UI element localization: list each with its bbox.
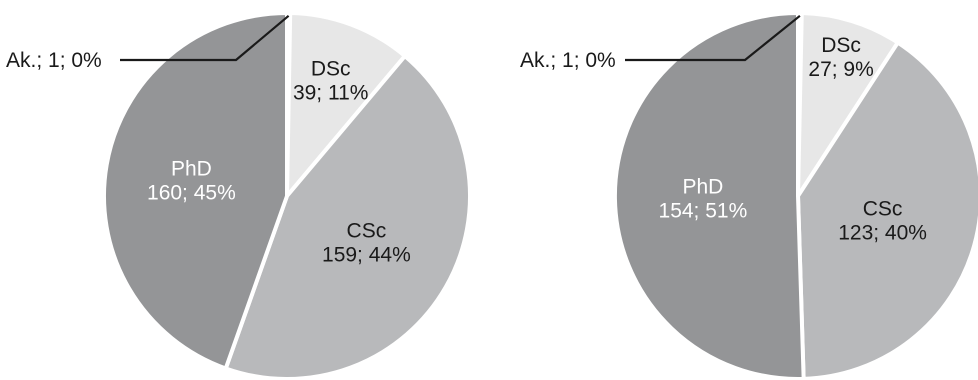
- slice-label-ak: Ak.; 1; 0%: [6, 49, 102, 72]
- pie-slice-csc: [796, 40, 978, 380]
- slice-label-dsc: DSc 39; 11%: [293, 58, 369, 105]
- pie-slice-dsc: [285, 11, 407, 198]
- pie-slice-phd: [102, 11, 289, 371]
- slice-label-csc: CSc 159; 44%: [322, 220, 411, 267]
- pie-slice-phd: [612, 11, 806, 380]
- slice-label-dsc: DSc 27; 9%: [808, 34, 873, 81]
- slice-label-csc: CSc 123; 40%: [838, 198, 927, 245]
- pie-chart-2: Ak.; 1; 0% DSc 27; 9% CSc 123; 40% PhD 154; 51…: [520, 11, 978, 380]
- pie-slice-csc: [223, 54, 472, 380]
- slice-label-phd: PhD 160; 45%: [147, 158, 236, 205]
- callout-line-ak: [120, 14, 290, 62]
- slice-label-phd: PhD 154; 51%: [659, 176, 748, 223]
- callout-line-ak: [625, 14, 801, 62]
- pie-slice-dsc: [796, 11, 900, 198]
- pie-chart-1: Ak.; 1; 0% DSc 39; 11% CSc 159; 44% PhD 160; 4…: [6, 11, 472, 380]
- slice-label-ak: Ak.; 1; 0%: [520, 49, 616, 72]
